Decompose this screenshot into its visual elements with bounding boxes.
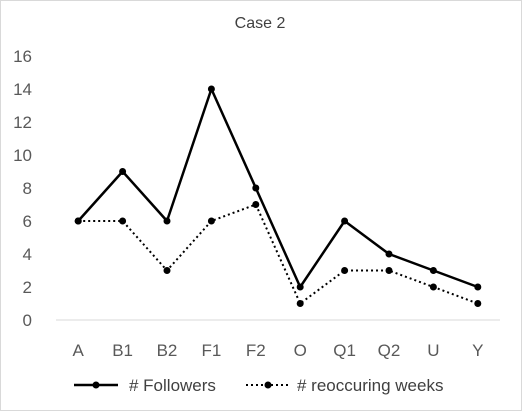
chart-title: Case 2 xyxy=(235,15,286,32)
y-tick-label: 8 xyxy=(23,179,32,198)
x-tick-label: F2 xyxy=(246,341,266,360)
data-point xyxy=(163,217,171,225)
data-point xyxy=(385,267,393,274)
y-tick-label: 0 xyxy=(23,311,32,330)
data-point xyxy=(474,300,482,307)
y-tick-label: 14 xyxy=(13,80,32,99)
y-tick-label: 12 xyxy=(13,113,32,132)
series-line xyxy=(77,87,479,289)
data-point xyxy=(119,217,127,225)
data-point xyxy=(207,85,215,93)
legend-item: # Followers xyxy=(74,376,216,395)
y-tick-label: 6 xyxy=(23,212,32,231)
legend-label: # reoccuring weeks xyxy=(297,376,443,395)
legend-marker xyxy=(92,381,100,389)
series-line xyxy=(78,203,479,305)
x-tick-label: F1 xyxy=(201,341,221,360)
data-point xyxy=(429,267,437,274)
data-point xyxy=(74,217,82,225)
legend-label: # Followers xyxy=(129,376,216,395)
y-tick-label: 4 xyxy=(23,245,32,264)
legend: # Followers # reoccuring weeks xyxy=(74,376,443,395)
data-point xyxy=(474,283,482,291)
x-tick-label: B2 xyxy=(157,341,178,360)
legend-marker xyxy=(264,381,272,389)
y-tick-label: 16 xyxy=(13,47,32,66)
data-point xyxy=(252,201,260,208)
data-point xyxy=(163,267,171,274)
y-tick-label: 2 xyxy=(23,278,32,297)
series-layer xyxy=(74,85,482,307)
x-tick-label: Q1 xyxy=(333,341,356,360)
y-axis-ticks: 0 2 4 6 8 10 12 14 16 xyxy=(13,47,32,330)
data-point xyxy=(207,217,215,225)
x-tick-label: O xyxy=(294,341,307,360)
data-point xyxy=(385,250,393,258)
data-point xyxy=(341,217,349,225)
data-point xyxy=(296,300,304,307)
legend-item: # reoccuring weeks xyxy=(246,376,443,395)
x-tick-label: U xyxy=(427,341,439,360)
x-tick-label: Q2 xyxy=(378,341,401,360)
data-point xyxy=(296,283,304,291)
data-point xyxy=(252,184,260,192)
data-point xyxy=(119,168,127,175)
series-1 xyxy=(74,85,482,291)
data-point xyxy=(429,283,437,291)
data-point xyxy=(341,267,349,274)
series-2 xyxy=(74,201,482,307)
x-axis-ticks: A B1 B2 F1 F2 O Q1 Q2 U Y xyxy=(73,341,484,360)
x-tick-label: B1 xyxy=(112,341,133,360)
y-tick-label: 10 xyxy=(13,146,32,165)
x-tick-label: Y xyxy=(472,341,483,360)
x-tick-label: A xyxy=(73,341,85,360)
